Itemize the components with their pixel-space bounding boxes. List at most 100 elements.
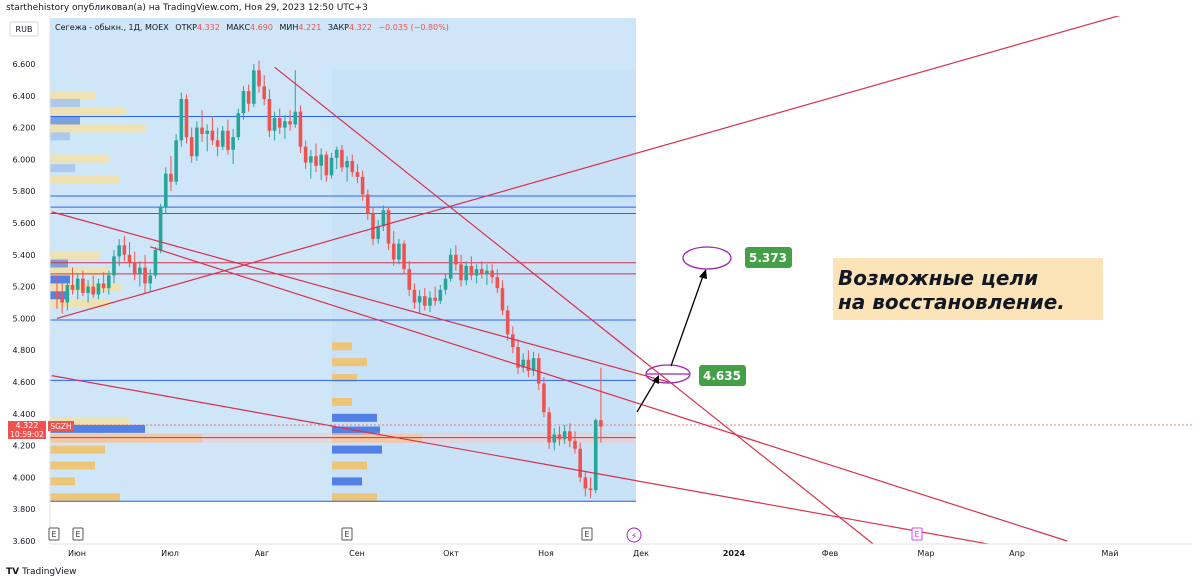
candle	[60, 283, 64, 314]
candle	[376, 219, 380, 244]
candle	[443, 273, 448, 295]
time-tick-label: Дек	[633, 549, 649, 558]
candle	[381, 205, 386, 231]
candle	[65, 277, 70, 311]
candle	[495, 269, 500, 293]
lightning-icon: ⚡	[631, 532, 637, 542]
price-tick-label: 5.600	[13, 219, 36, 228]
candles	[55, 60, 603, 499]
profile-bar-left	[50, 132, 70, 141]
candle	[179, 92, 184, 147]
candle	[91, 275, 96, 298]
candle	[474, 264, 479, 284]
candle	[288, 110, 292, 131]
target-label-low: 4.635	[699, 365, 746, 386]
profile-bar-left	[50, 424, 145, 433]
price-tick-label: 4.400	[13, 410, 36, 419]
price-tick-label: 4.200	[13, 442, 36, 451]
price-axis[interactable]	[0, 16, 50, 544]
svg-text:E: E	[914, 530, 919, 539]
candle	[81, 270, 85, 297]
candle	[438, 285, 443, 305]
candle	[428, 291, 432, 313]
svg-text:E: E	[344, 530, 349, 539]
low-value: 4.221	[298, 23, 321, 32]
price-tick-label: 3.800	[13, 505, 36, 514]
candle	[340, 145, 344, 173]
candle	[469, 256, 474, 281]
candle	[433, 286, 437, 306]
candle	[267, 89, 272, 138]
price-tag-value: 4.322	[16, 421, 39, 430]
candle	[407, 261, 412, 297]
highlight-zone-inner	[332, 70, 636, 502]
tradingview-brand[interactable]: TV TradingView	[6, 567, 77, 577]
high-value: 4.690	[250, 23, 273, 32]
price-tick-label: 5.200	[13, 283, 36, 292]
profile-bar-mid	[332, 374, 357, 383]
candle	[215, 127, 220, 157]
target-high-text: 5.373	[749, 251, 787, 265]
candle	[319, 148, 323, 181]
candle	[272, 111, 277, 141]
arrow-to-low-target	[636, 375, 659, 413]
candle	[345, 156, 349, 182]
candle	[257, 60, 261, 93]
candle	[143, 254, 147, 293]
candle	[417, 289, 422, 314]
candle	[490, 264, 494, 284]
profile-bar-left	[50, 477, 75, 486]
candle	[303, 140, 308, 169]
candle	[334, 146, 339, 169]
profile-bar-left	[50, 116, 80, 125]
candle	[500, 280, 505, 316]
candle	[231, 129, 235, 165]
time-tick-label: Июн	[68, 549, 86, 558]
candle	[189, 127, 194, 163]
profile-bar-mid	[332, 493, 377, 502]
earnings-event-marker: E	[48, 527, 60, 541]
candle	[360, 170, 365, 201]
time-tick-label: Окт	[443, 549, 459, 558]
time-tick-label: Май	[1101, 549, 1118, 558]
profile-bar-left	[50, 493, 120, 502]
lightning-marker[interactable]: ⚡	[626, 527, 642, 543]
symbol-line: Сегежа - обыкн., 1Д, MOEX	[55, 23, 169, 32]
time-axis[interactable]	[50, 544, 1192, 564]
trendline	[51, 375, 990, 544]
price-tick-label: 4.000	[13, 473, 36, 482]
candle	[350, 154, 355, 177]
profile-bar-left	[50, 275, 70, 284]
time-tick-label: Авг	[255, 549, 269, 558]
candle	[169, 156, 173, 192]
candle	[454, 245, 458, 271]
candle	[163, 167, 168, 214]
candle	[464, 261, 469, 286]
price-tick-label: 6.200	[13, 124, 36, 133]
candle	[324, 151, 329, 182]
candle	[531, 351, 536, 376]
candle	[371, 207, 375, 246]
candle	[505, 305, 510, 341]
tradingview-logo-icon: TV	[6, 567, 20, 577]
profile-bar-left	[50, 98, 80, 107]
candle	[132, 251, 137, 281]
earnings-event-marker: E	[341, 527, 353, 541]
candle	[448, 248, 453, 282]
currency-label: RUB	[16, 25, 33, 34]
change-value: −0.035 (−0.80%)	[378, 23, 449, 32]
time-tick-label: Ноя	[538, 549, 554, 558]
price-tick-label: 3.600	[13, 537, 36, 546]
candle	[153, 246, 158, 279]
profile-bar-left	[50, 251, 100, 260]
profile-bar-mid	[332, 397, 352, 406]
candle	[412, 283, 417, 309]
svg-text:E: E	[51, 530, 56, 539]
candle	[599, 367, 603, 443]
price-tick-label: 6.000	[13, 155, 36, 164]
time-tick-label: Июл	[161, 549, 179, 558]
price-tick-label: 5.000	[13, 314, 36, 323]
candle	[117, 238, 121, 266]
